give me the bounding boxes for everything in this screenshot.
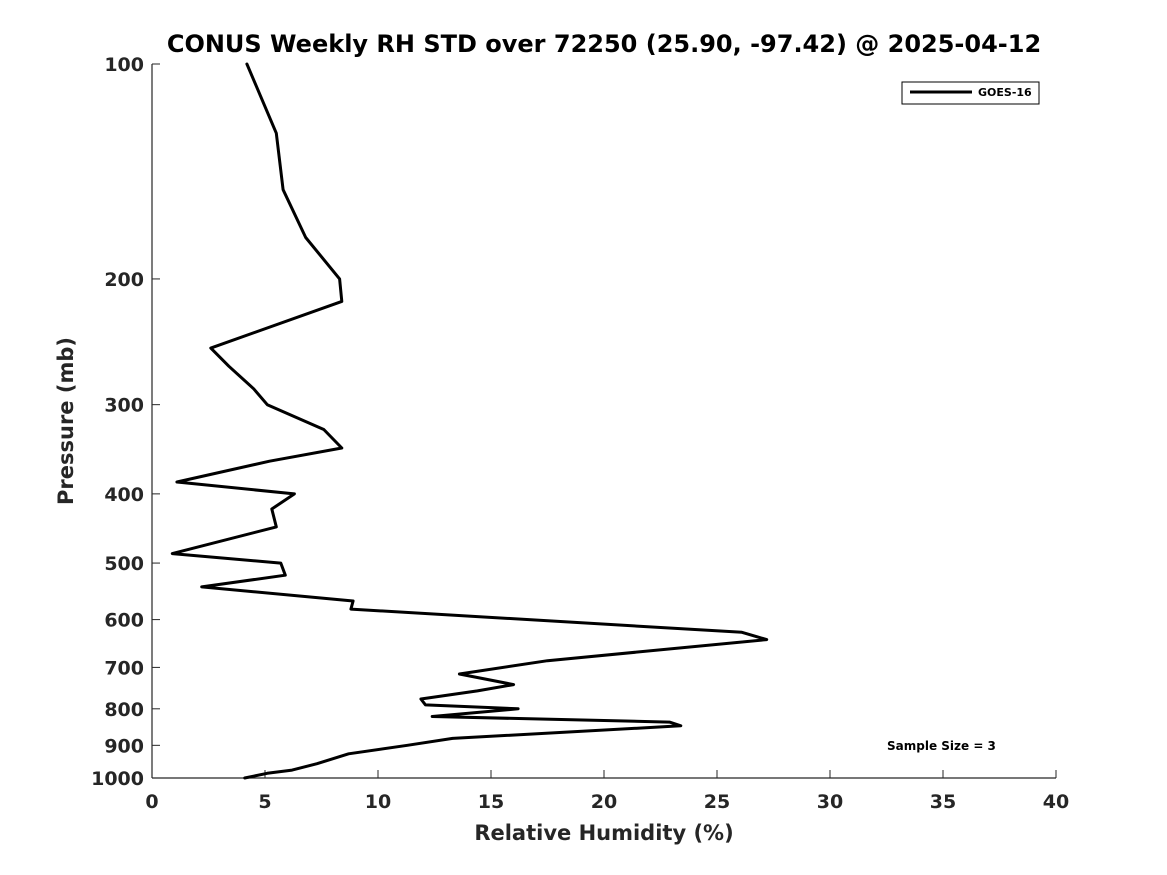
y-tick-label: 700 (104, 657, 144, 679)
x-tick-label: 30 (817, 791, 843, 813)
legend-label: GOES-16 (978, 86, 1032, 99)
y-tick-label: 100 (104, 54, 144, 76)
y-tick-label: 600 (104, 610, 144, 632)
x-tick-label: 5 (258, 791, 271, 813)
x-tick-label: 25 (704, 791, 730, 813)
y-ticks: 100 200 300 400 500 600 700 800 900 1000 (91, 54, 160, 790)
x-tick-label: 0 (145, 791, 158, 813)
x-tick-label: 35 (930, 791, 956, 813)
y-tick-label: 200 (104, 269, 144, 291)
y-tick-label: 400 (104, 484, 144, 506)
y-tick-label: 500 (104, 553, 144, 575)
y-tick-label: 800 (104, 699, 144, 721)
x-tick-label: 20 (591, 791, 617, 813)
x-tick-label: 15 (478, 791, 504, 813)
x-tick-label: 10 (365, 791, 391, 813)
goes-16-series-line (170, 62, 769, 780)
x-axis-label: Relative Humidity (%) (474, 821, 733, 845)
legend: GOES-16 (901, 81, 1040, 105)
x-ticks: 0 5 10 15 20 25 30 35 40 (145, 770, 1069, 813)
plot-area: 0 5 10 15 20 25 30 35 40 100 200 300 400 500 600 700 80… (91, 54, 1069, 813)
x-tick-label: 40 (1043, 791, 1069, 813)
sample-size-annotation: Sample Size = 3 (887, 739, 996, 753)
y-tick-label: 1000 (91, 768, 144, 790)
series-points (172, 63, 767, 779)
y-tick-label: 300 (104, 395, 144, 417)
y-tick-label: 900 (104, 735, 144, 757)
chart-title: CONUS Weekly RH STD over 72250 (25.90, -… (167, 30, 1041, 58)
y-axis-label: Pressure (mb) (54, 337, 78, 505)
